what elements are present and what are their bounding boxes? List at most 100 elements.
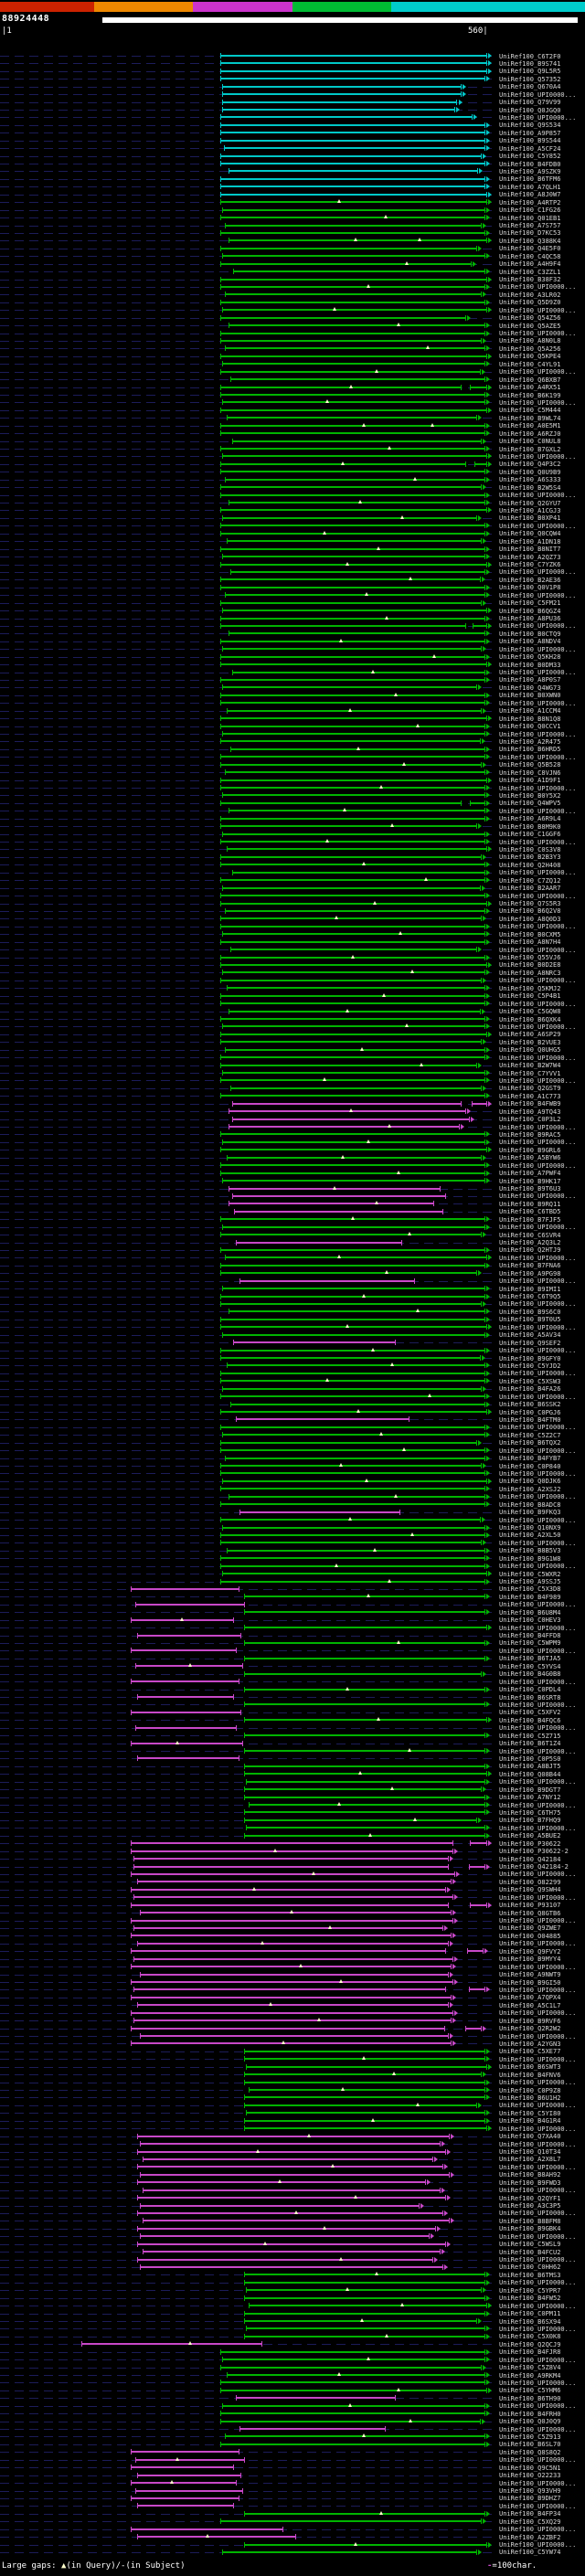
hit-label[interactable]: UniRef100_Q9ZWE7 xyxy=(499,1924,561,1933)
hit-arrow-icon[interactable] xyxy=(488,2541,492,2548)
hit-arrow-icon[interactable] xyxy=(483,707,487,714)
hit-arrow-icon[interactable] xyxy=(477,245,482,251)
hit-label[interactable]: UniRef100_B2W5S4 xyxy=(499,483,561,492)
hit-arrow-icon[interactable] xyxy=(447,1886,452,1892)
hit-label[interactable]: UniRef100_P93107 xyxy=(499,1902,561,1910)
hit-arrow-icon[interactable] xyxy=(450,2033,454,2040)
hit-label[interactable]: UniRef100_Q0CQW4 xyxy=(499,530,561,538)
hit-bar-segment[interactable] xyxy=(219,130,486,136)
hit-arrow-icon[interactable] xyxy=(486,2110,491,2116)
hit-bar-segment[interactable] xyxy=(226,2372,486,2379)
hit-label[interactable]: UniRef100_C5Z913 xyxy=(499,2433,561,2441)
hit-arrow-icon[interactable] xyxy=(486,122,491,128)
hit-bar-segment[interactable] xyxy=(225,907,486,914)
hit-bar-segment[interactable] xyxy=(219,1424,486,1430)
hit-bar-segment[interactable] xyxy=(219,1093,486,1099)
hit-arrow-icon[interactable] xyxy=(488,561,492,567)
hit-bar-segment[interactable] xyxy=(136,2195,447,2201)
hit-arrow-icon[interactable] xyxy=(427,2179,431,2186)
hit-arrow-icon[interactable] xyxy=(452,1964,456,1970)
hit-bar-segment[interactable] xyxy=(219,1447,486,1454)
hit-label[interactable]: UniRef100_UPI0000... xyxy=(499,283,577,292)
hit-label[interactable]: UniRef100_B7GXL2 xyxy=(499,445,561,453)
hit-bar-segment[interactable] xyxy=(222,1385,483,1392)
hit-label[interactable]: UniRef100_UPI0000... xyxy=(499,113,577,122)
hit-label[interactable]: UniRef100_A2YGN3 xyxy=(499,2040,561,2048)
hit-label[interactable]: UniRef100_B9S544 xyxy=(499,137,561,145)
hit-bar-segment[interactable] xyxy=(219,484,483,491)
hit-arrow-icon[interactable] xyxy=(486,137,491,143)
hit-bar-segment[interactable] xyxy=(243,2510,486,2517)
hit-label[interactable]: UniRef100_UPI0000... xyxy=(499,1393,577,1401)
hit-arrow-icon[interactable] xyxy=(486,330,491,336)
hit-label[interactable]: UniRef100_C5Z2C7 xyxy=(499,1431,561,1439)
hit-label[interactable]: UniRef100_Q8GTB6 xyxy=(499,1909,561,1917)
hit-arrow-icon[interactable] xyxy=(486,1316,491,1322)
hit-bar-segment[interactable] xyxy=(222,970,486,976)
hit-label[interactable]: UniRef100_B6HRD5 xyxy=(499,746,561,754)
hit-bar-segment[interactable] xyxy=(243,1609,486,1616)
hit-label[interactable]: UniRef100_B6TJA5 xyxy=(499,1655,561,1663)
hit-arrow-icon[interactable] xyxy=(488,622,492,629)
hit-bar-segment[interactable] xyxy=(222,207,486,213)
hit-bar-segment[interactable] xyxy=(219,161,486,167)
hit-label[interactable]: UniRef100_UPI0000... xyxy=(499,2125,577,2133)
hit-bar-segment[interactable] xyxy=(222,1224,486,1230)
hit-label[interactable]: UniRef100_A6RZJ0 xyxy=(499,429,561,438)
hit-bar-segment[interactable] xyxy=(222,684,477,691)
hit-arrow-icon[interactable] xyxy=(483,1232,487,1238)
hit-arrow-icon[interactable] xyxy=(486,1246,491,1253)
hit-arrow-icon[interactable] xyxy=(486,2117,491,2124)
hit-arrow-icon[interactable] xyxy=(486,1293,491,1299)
hit-label[interactable]: UniRef100_A8N7H4 xyxy=(499,938,561,947)
hit-label[interactable]: UniRef100_B9RQ11 xyxy=(499,1200,561,1208)
hit-arrow-icon[interactable] xyxy=(483,1039,487,1045)
hit-arrow-icon[interactable] xyxy=(488,1100,492,1107)
hit-arrow-icon[interactable] xyxy=(463,91,467,98)
hit-bar-segment[interactable] xyxy=(219,738,481,745)
hit-bar-segment[interactable] xyxy=(222,2357,486,2363)
hit-bar-segment[interactable] xyxy=(243,1717,488,1723)
hit-label[interactable]: UniRef100_B4FNV6 xyxy=(499,2071,561,2079)
hit-label[interactable]: UniRef100_C5P4B1 xyxy=(499,992,561,1001)
hit-arrow-icon[interactable] xyxy=(488,53,492,58)
hit-label[interactable]: UniRef100_A5C1L7 xyxy=(499,2001,561,2009)
hit-bar-segment[interactable] xyxy=(225,292,483,298)
hit-label[interactable]: UniRef100_B9MYY4 xyxy=(499,1956,561,1964)
hit-bar-segment[interactable] xyxy=(225,769,486,776)
hit-bar-segment[interactable] xyxy=(133,1863,450,1870)
hit-bar-segment[interactable] xyxy=(246,1825,486,1831)
hit-arrow-icon[interactable] xyxy=(486,1424,491,1430)
hit-bar-segment[interactable] xyxy=(140,2141,441,2147)
hit-bar-segment[interactable] xyxy=(131,1979,453,1985)
hit-arrow-icon[interactable] xyxy=(486,2411,491,2417)
hit-label[interactable]: UniRef100_Q0DJK6 xyxy=(499,1478,561,1486)
hit-bar-segment[interactable] xyxy=(470,1840,487,1847)
hit-label[interactable]: UniRef100_UPI0000... xyxy=(499,1801,577,1809)
hit-label[interactable]: UniRef100_B2W7W4 xyxy=(499,1062,561,1070)
hit-arrow-icon[interactable] xyxy=(486,1778,491,1785)
hit-arrow-icon[interactable] xyxy=(473,114,478,121)
hit-arrow-icon[interactable] xyxy=(486,2087,491,2094)
hit-bar-segment[interactable] xyxy=(131,1917,453,1924)
hit-bar-segment[interactable] xyxy=(136,1755,240,1762)
hit-label[interactable]: UniRef100_UPI0000... xyxy=(499,645,577,653)
hit-arrow-icon[interactable] xyxy=(486,530,491,536)
hit-bar-segment[interactable] xyxy=(229,376,486,383)
hit-label[interactable]: UniRef100_A2ZBF2 xyxy=(499,2533,561,2541)
hit-bar-segment[interactable] xyxy=(219,815,486,822)
hit-arrow-icon[interactable] xyxy=(486,1555,491,1562)
hit-arrow-icon[interactable] xyxy=(483,1385,487,1392)
hit-label[interactable]: UniRef100_Q0JGQ0 xyxy=(499,106,561,114)
hit-bar-segment[interactable] xyxy=(222,1139,486,1145)
hit-label[interactable]: UniRef100_UPI0000... xyxy=(499,1447,577,1455)
hit-label[interactable]: UniRef100_Q5KMJ2 xyxy=(499,984,561,992)
hit-bar-segment[interactable] xyxy=(219,1270,478,1277)
hit-arrow-icon[interactable] xyxy=(486,769,491,776)
hit-label[interactable]: UniRef100_UPI0000... xyxy=(499,1054,577,1062)
hit-label[interactable]: UniRef100_A1CGJ3 xyxy=(499,506,561,514)
hit-bar-segment[interactable] xyxy=(219,523,486,529)
hit-bar-segment[interactable] xyxy=(131,1679,239,1685)
hit-arrow-icon[interactable] xyxy=(486,2380,491,2386)
hit-bar-segment[interactable] xyxy=(219,716,488,722)
